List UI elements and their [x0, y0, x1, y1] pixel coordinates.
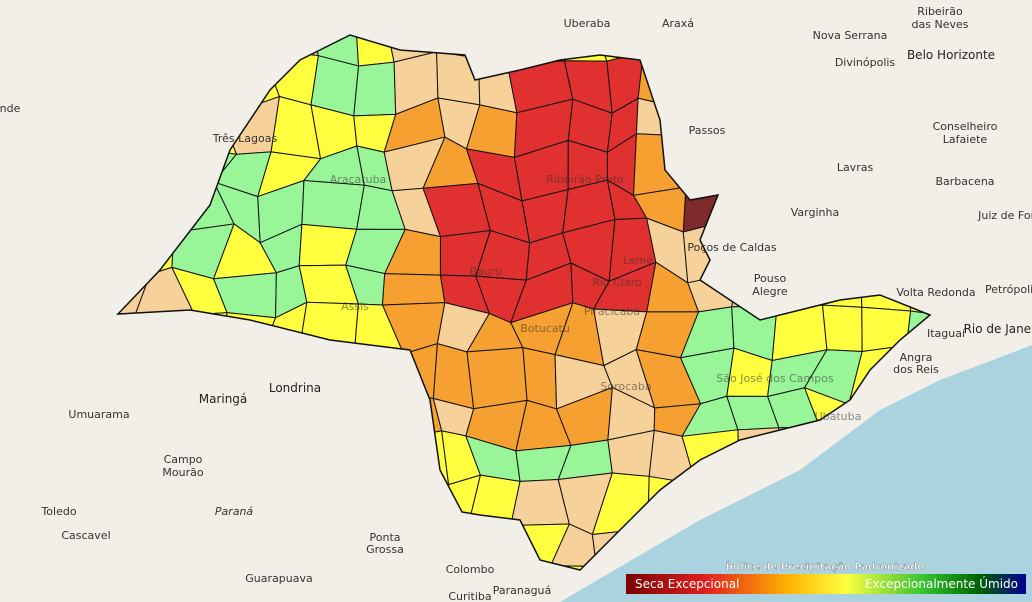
place-label: Ribeirão: [917, 5, 963, 18]
place-label: Ribeirão Preto: [546, 173, 624, 186]
place-label: Mourão: [162, 466, 203, 479]
place-label: Campo: [164, 453, 203, 466]
place-label: Pouso: [754, 272, 787, 285]
legend-low: Seca Excepcional: [635, 577, 739, 591]
place-label: Rio Claro: [592, 276, 642, 289]
place-label: Lafaiete: [943, 133, 988, 146]
region: [821, 304, 863, 353]
place-label: Juiz de Fora: [977, 209, 1032, 222]
place-label: Araçatuba: [330, 173, 387, 186]
place-label: Rio de Janeiro: [964, 322, 1032, 336]
place-label: Ubatuba: [815, 410, 862, 423]
place-label: Uberaba: [564, 17, 611, 30]
place-label: Grossa: [366, 543, 404, 556]
place-label: Alegre: [752, 285, 788, 298]
place-label: Umuarama: [68, 408, 129, 421]
place-label: dos Reis: [893, 363, 939, 376]
place-label: Petrópolis: [985, 283, 1032, 296]
place-label: Botucatu: [520, 322, 570, 335]
place-label: nde: [0, 102, 21, 115]
place-label: São José dos Campos: [716, 372, 834, 385]
place-label: Londrina: [269, 381, 321, 395]
place-label: Sorocaba: [600, 380, 651, 393]
legend-bar: [626, 574, 1026, 594]
place-label: Paranaguá: [493, 584, 552, 597]
place-label: Angra: [900, 351, 933, 364]
region: [522, 347, 558, 410]
place-label: Três Lagoas: [212, 132, 278, 145]
place-label: Araxá: [662, 17, 694, 30]
place-label: Cascavel: [61, 529, 110, 542]
place-label: Colombo: [446, 563, 495, 576]
place-label: Leme: [623, 254, 653, 267]
place-label: Divinópolis: [835, 56, 896, 69]
place-label: Maringá: [199, 392, 248, 406]
place-label: Bauru: [470, 265, 503, 278]
region: [549, 565, 598, 570]
place-label: Assis: [341, 300, 369, 313]
place-label: Barbacena: [935, 175, 994, 188]
region: [353, 61, 397, 117]
place-label: Ponta: [370, 531, 401, 544]
place-label: Itaguaí: [927, 327, 966, 340]
state-outline: [116, 34, 932, 571]
place-label: Volta Redonda: [896, 286, 975, 299]
place-label: Conselheiro: [933, 120, 998, 133]
region: [301, 179, 365, 230]
place-label: Curitiba: [448, 590, 491, 602]
place-label: Toledo: [40, 505, 76, 518]
place-label: Nova Serrana: [813, 29, 888, 42]
place-label: Piracicaba: [584, 305, 640, 318]
place-label: Belo Horizonte: [907, 48, 995, 62]
place-label: das Neves: [912, 18, 969, 31]
ocean: [560, 345, 1032, 602]
legend-high: Excepcionalmente Úmido: [865, 576, 1018, 591]
region: [466, 347, 528, 410]
place-label: Poços de Caldas: [687, 241, 776, 254]
place-label: Guarapuava: [245, 572, 312, 585]
region: [381, 273, 446, 306]
place-label: Passos: [689, 124, 726, 137]
place-label: Varginha: [791, 206, 839, 219]
legend-title: Índice de Precipitação Padronizado: [726, 560, 925, 573]
place-label: Paraná: [215, 505, 254, 518]
place-label: Lavras: [837, 161, 874, 174]
